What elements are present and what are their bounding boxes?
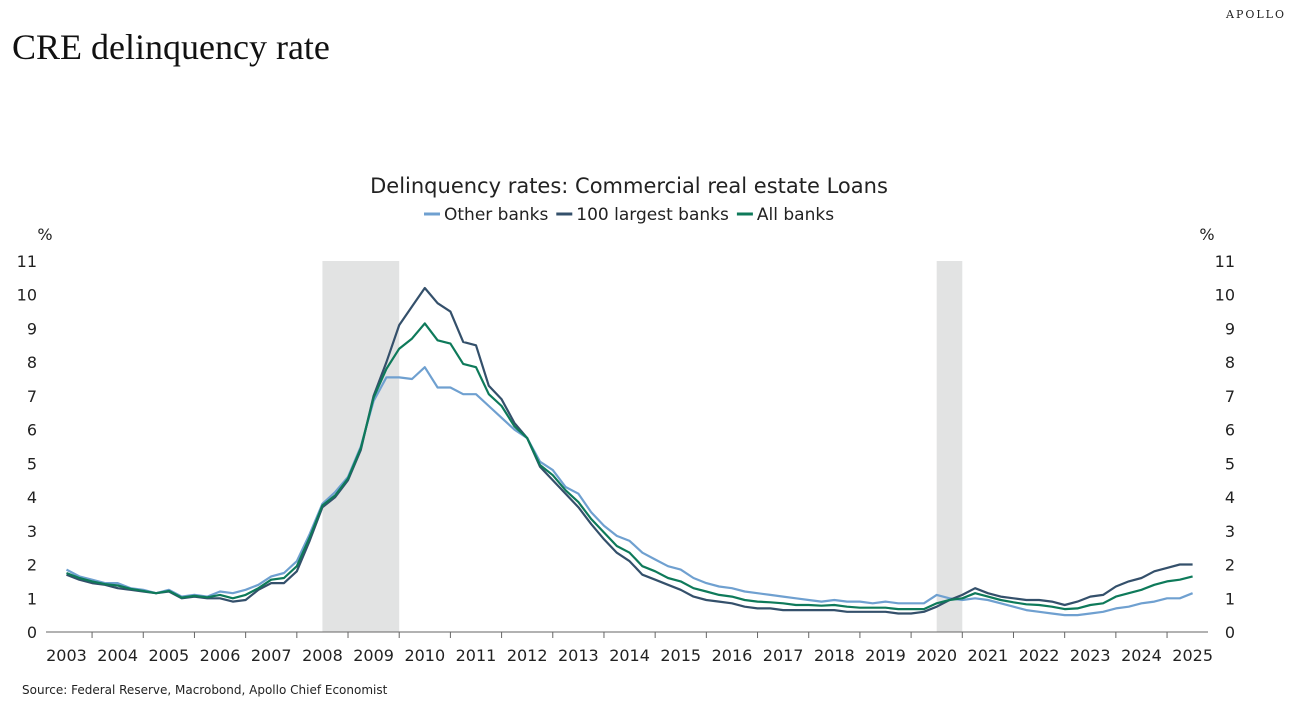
x-tick-2012: 2012 [507, 646, 548, 665]
y-tick-right-8: 8 [1225, 353, 1235, 372]
series-line-1 [66, 286, 1193, 615]
y-tick-left-0: 0 [27, 623, 37, 642]
x-tick-2011: 2011 [456, 646, 497, 665]
y-tick-left-8: 8 [27, 353, 37, 372]
y-tick-right-0: 0 [1225, 623, 1235, 642]
y-tick-left-9: 9 [27, 319, 37, 338]
series-lines [65, 286, 1194, 617]
recession-bands [322, 261, 963, 632]
series-line-2 [66, 322, 1193, 611]
legend-label-2: All banks [757, 205, 834, 225]
x-tick-2007: 2007 [251, 646, 292, 665]
legend-item-1: 100 largest banks [556, 205, 729, 225]
x-tick-2017: 2017 [763, 646, 804, 665]
x-tick-2006: 2006 [200, 646, 241, 665]
chart-title: Delinquency rates: Commercial real estat… [370, 174, 888, 198]
series-line-0 [65, 366, 1194, 617]
x-tick-2003: 2003 [46, 646, 87, 665]
x-tick-2008: 2008 [302, 646, 343, 665]
x-tick-2024: 2024 [1121, 646, 1162, 665]
y-tick-right-3: 3 [1225, 522, 1235, 541]
y-tick-right-7: 7 [1225, 387, 1235, 406]
legend-item-0: Other banks [424, 205, 549, 225]
y-tick-left-5: 5 [27, 454, 37, 473]
x-tick-2016: 2016 [712, 646, 753, 665]
y-axis-unit-right: % [1199, 225, 1214, 244]
x-tick-2023: 2023 [1070, 646, 1111, 665]
y-axis-unit-left: % [37, 225, 52, 244]
legend-item-2: All banks [736, 205, 834, 225]
y-tick-right-10: 10 [1215, 286, 1235, 305]
x-tick-2022: 2022 [1019, 646, 1060, 665]
y-tick-left-6: 6 [27, 421, 37, 440]
brand-logo: APOLLO [1226, 8, 1286, 21]
slide-title: CRE delinquency rate [12, 27, 330, 67]
y-tick-right-9: 9 [1225, 319, 1235, 338]
source-note: Source: Federal Reserve, Macrobond, Apol… [22, 683, 388, 697]
x-tick-2013: 2013 [558, 646, 599, 665]
recession-band-1 [936, 261, 963, 632]
x-tick-2020: 2020 [916, 646, 957, 665]
x-tick-2019: 2019 [865, 646, 906, 665]
x-tick-2009: 2009 [353, 646, 394, 665]
y-tick-right-2: 2 [1225, 556, 1235, 575]
legend: Other banks 100 largest banks All banks [424, 205, 834, 225]
x-tick-2010: 2010 [404, 646, 445, 665]
legend-label-1: 100 largest banks [576, 205, 729, 225]
y-tick-right-1: 1 [1225, 589, 1235, 608]
x-tick-2005: 2005 [148, 646, 189, 665]
legend-label-0: Other banks [444, 205, 549, 225]
y-tick-left-11: 11 [17, 252, 37, 271]
x-tick-2014: 2014 [609, 646, 650, 665]
x-tick-2015: 2015 [660, 646, 701, 665]
y-tick-left-10: 10 [17, 286, 37, 305]
x-tick-2021: 2021 [968, 646, 1009, 665]
x-tick-2018: 2018 [814, 646, 855, 665]
y-tick-right-4: 4 [1225, 488, 1235, 507]
y-tick-left-7: 7 [27, 387, 37, 406]
y-tick-left-3: 3 [27, 522, 37, 541]
y-tick-left-1: 1 [27, 589, 37, 608]
y-tick-right-6: 6 [1225, 421, 1235, 440]
y-tick-left-4: 4 [27, 488, 37, 507]
x-tick-2025: 2025 [1172, 646, 1213, 665]
y-tick-left-2: 2 [27, 556, 37, 575]
x-tick-2004: 2004 [97, 646, 138, 665]
y-tick-right-11: 11 [1215, 252, 1235, 271]
y-tick-right-5: 5 [1225, 454, 1235, 473]
